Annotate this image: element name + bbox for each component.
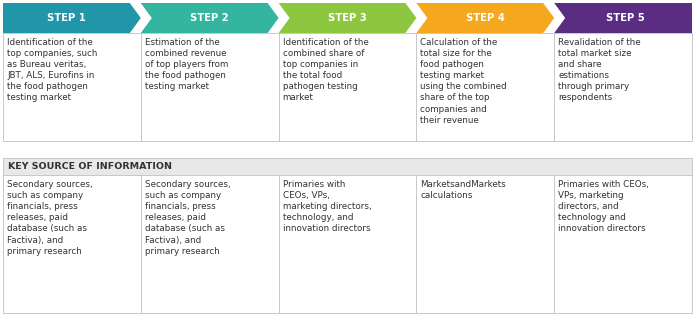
Polygon shape <box>141 3 279 33</box>
Bar <box>3 175 692 313</box>
Text: Identification of the
top companies, such
as Bureau veritas,
JBT, ALS, Eurofins : Identification of the top companies, suc… <box>7 38 97 102</box>
Text: Primaries with
CEOs, VPs,
marketing directors,
technology, and
innovation direct: Primaries with CEOs, VPs, marketing dire… <box>283 180 371 234</box>
Text: STEP 3: STEP 3 <box>328 13 367 23</box>
Bar <box>3 158 692 175</box>
Text: KEY SOURCE OF INFORMATION: KEY SOURCE OF INFORMATION <box>8 162 172 171</box>
Text: Estimation of the
combined revenue
of top players from
the food pathogen
testing: Estimation of the combined revenue of to… <box>145 38 228 91</box>
Text: MarketsandMarkets
calculations: MarketsandMarkets calculations <box>420 180 506 200</box>
Text: STEP 4: STEP 4 <box>466 13 505 23</box>
Text: Identification of the
combined share of
top companies in
the total food
pathogen: Identification of the combined share of … <box>283 38 368 102</box>
Text: Primaries with CEOs,
VPs, marketing
directors, and
technology and
innovation dir: Primaries with CEOs, VPs, marketing dire… <box>558 180 649 234</box>
Polygon shape <box>3 3 141 33</box>
Polygon shape <box>279 3 416 33</box>
Text: Revalidation of the
total market size
and share
estimations
through primary
resp: Revalidation of the total market size an… <box>558 38 641 102</box>
Text: Calculation of the
total size for the
food pathogen
testing market
using the com: Calculation of the total size for the fo… <box>420 38 507 125</box>
Bar <box>3 33 692 141</box>
Text: Secondary sources,
such as company
financials, press
releases, paid
database (su: Secondary sources, such as company finan… <box>145 180 231 256</box>
Text: STEP 1: STEP 1 <box>47 13 86 23</box>
Text: STEP 2: STEP 2 <box>190 13 229 23</box>
Text: Secondary sources,
such as company
financials, press
releases, paid
database (su: Secondary sources, such as company finan… <box>7 180 92 256</box>
Text: STEP 5: STEP 5 <box>607 13 645 23</box>
Polygon shape <box>554 3 692 33</box>
Polygon shape <box>416 3 554 33</box>
